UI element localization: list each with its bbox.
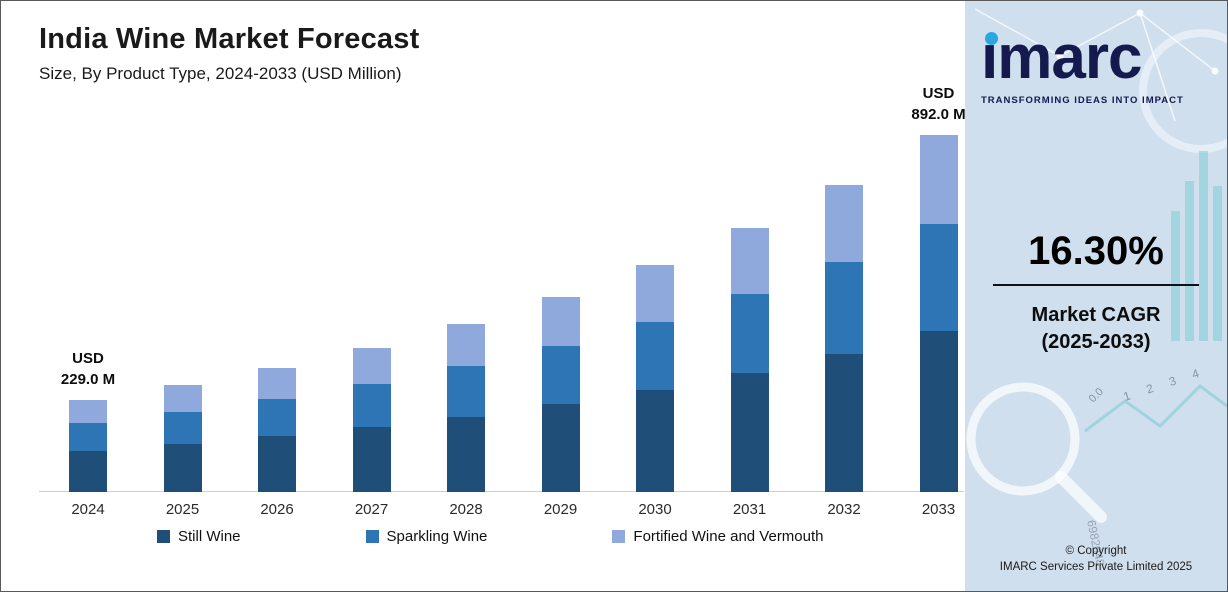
bar-2024 — [69, 400, 107, 492]
bar-2027 — [352, 347, 391, 492]
bar-segment-2028-sparkling-wine — [447, 366, 485, 417]
value-label-2024: USD 229.0 M — [60, 350, 116, 389]
bar-segment-2030-still-wine — [636, 389, 674, 492]
bar-segment-2027-still-wine — [352, 427, 391, 492]
cagr-block: 16.30% Market CAGR (2025-2033) — [965, 229, 1227, 356]
bar-segment-2025-sparkling-wine — [163, 412, 202, 445]
bar-segment-2033-still-wine — [919, 331, 958, 492]
x-axis-label-2030: 2030 — [638, 501, 672, 518]
cagr-label-line1: Market CAGR — [1031, 304, 1161, 326]
x-axis-label-2025: 2025 — [165, 501, 200, 518]
cagr-underline — [993, 284, 1199, 286]
bar-2030 — [636, 265, 674, 492]
legend-swatch-fortified-wine-and-vermouth — [612, 530, 626, 543]
x-axis-line — [39, 491, 964, 492]
chart-legend: Still Wine Sparkling Wine Fortified Wine a… — [157, 528, 965, 545]
logo-text: ımarc — [981, 23, 1142, 92]
bar-segment-2032-sparkling-wine — [825, 261, 863, 354]
bar-segment-2028-fortified-wine-and-vermouth — [447, 324, 485, 367]
copyright: © Copyright IMARC Services Private Limit… — [965, 543, 1227, 575]
bar-2032 — [825, 185, 863, 492]
logo-i-dot-icon — [985, 32, 998, 45]
bar-segment-2033-sparkling-wine — [919, 224, 958, 332]
x-axis-label-2033: 2033 — [921, 501, 956, 518]
bar-2026 — [258, 368, 296, 492]
network-lines-decor — [974, 8, 1216, 122]
cagr-label-line2: (2025-2033) — [1041, 331, 1151, 353]
page-title: India Wine Market Forecast — [39, 23, 420, 55]
bar-segment-2025-still-wine — [163, 444, 202, 492]
bar-segment-2029-fortified-wine-and-vermouth — [541, 296, 580, 346]
bar-2031 — [730, 228, 769, 492]
chart-panel: India Wine Market Forecast Size, By Prod… — [1, 1, 966, 591]
x-axis-label-2028: 2028 — [449, 501, 483, 518]
imarc-logo: ımarc TRANSFORMING IDEAS INTO IMPACT — [965, 1, 1227, 106]
bar-segment-2031-fortified-wine-and-vermouth — [730, 228, 769, 295]
value-label-2033: USD 892.0 M — [911, 85, 966, 124]
x-axis-label-2031: 2031 — [732, 501, 767, 518]
bar-segment-2031-sparkling-wine — [730, 294, 769, 374]
chart-subtitle: Size, By Product Type, 2024-2033 (USD Mi… — [39, 64, 402, 83]
copyright-line2: IMARC Services Private Limited 2025 — [999, 561, 1193, 573]
bar-segment-2026-sparkling-wine — [258, 399, 296, 437]
bar-2028 — [447, 324, 485, 492]
bar-segment-2027-fortified-wine-and-vermouth — [352, 347, 391, 384]
bar-segment-2030-fortified-wine-and-vermouth — [636, 265, 674, 322]
bar-segment-2028-still-wine — [447, 416, 485, 492]
legend-swatch-still-wine — [157, 530, 170, 543]
bar-2025 — [163, 385, 202, 492]
copyright-line1: © Copyright — [1065, 545, 1127, 557]
legend-label-fortified-wine-and-vermouth: Fortified Wine and Vermouth — [633, 528, 824, 545]
legend-label-still-wine: Still Wine — [178, 528, 241, 545]
legend-label-sparkling-wine: Sparkling Wine — [386, 528, 488, 545]
bar-segment-2026-fortified-wine-and-vermouth — [258, 368, 296, 400]
legend-item-still-wine: Still Wine — [157, 528, 241, 545]
bar-segment-2026-still-wine — [258, 436, 296, 492]
bar-segment-2033-fortified-wine-and-vermouth — [919, 135, 958, 225]
brand-sidebar: 0.0 1 2 3 4 6982048 ımarc TRANSFORMING I… — [965, 1, 1227, 591]
logo-tagline: TRANSFORMING IDEAS INTO IMPACT — [981, 95, 1184, 106]
bar-2029 — [541, 296, 580, 492]
magnifier-icon — [966, 382, 1107, 523]
cagr-value: 16.30% — [1028, 229, 1164, 273]
bar-segment-2030-sparkling-wine — [636, 321, 674, 390]
x-axis-labels: 2024 2025 2026 2027 2028 2029 2030 2031 2032 2033 — [45, 492, 955, 522]
bar-segment-2029-still-wine — [541, 404, 580, 492]
sidebar-content: ımarc TRANSFORMING IDEAS INTO IMPACT 16.… — [965, 1, 1227, 591]
network-nodes-decor — [1056, 9, 1219, 75]
legend-swatch-sparkling-wine — [365, 530, 379, 543]
x-axis-label-2024: 2024 — [71, 501, 105, 518]
x-axis-label-2029: 2029 — [543, 501, 578, 518]
x-axis-label-2032: 2032 — [827, 501, 861, 518]
stacked-bar-chart: USD 229.0 M USD 892.0 M — [39, 85, 966, 492]
bar-segment-2032-fortified-wine-and-vermouth — [825, 185, 863, 262]
sidebar-decoration: 0.0 1 2 3 4 6982048 — [966, 8, 1227, 568]
bar-segment-2024-sparkling-wine — [69, 423, 107, 451]
bar-segment-2031-still-wine — [730, 373, 769, 492]
bar-2033 — [919, 135, 958, 492]
legend-item-sparkling-wine: Sparkling Wine — [365, 528, 488, 545]
x-axis-label-2026: 2026 — [260, 501, 294, 518]
bar-segment-2032-still-wine — [825, 353, 863, 492]
bar-segment-2024-fortified-wine-and-vermouth — [69, 400, 107, 424]
zigzag-line-decor — [1084, 384, 1227, 433]
legend-item-fortified-wine-and-vermouth: Fortified Wine and Vermouth — [612, 528, 824, 545]
bar-segment-2024-still-wine — [69, 450, 107, 492]
circle-decor — [1139, 29, 1227, 153]
x-axis-label-2027: 2027 — [354, 501, 389, 518]
teal-bars-decor — [1171, 151, 1222, 341]
bar-segment-2029-sparkling-wine — [541, 345, 580, 405]
bar-segment-2025-fortified-wine-and-vermouth — [163, 385, 202, 413]
bar-segment-2027-sparkling-wine — [352, 383, 391, 428]
